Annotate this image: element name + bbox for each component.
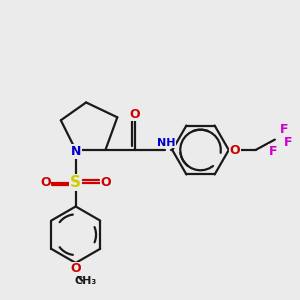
Text: N: N (70, 145, 81, 158)
Text: O: O (230, 143, 240, 157)
Text: O: O (130, 108, 140, 121)
Text: S: S (70, 175, 81, 190)
Text: O: O (70, 262, 81, 275)
Text: F: F (280, 123, 288, 136)
Text: NH: NH (157, 138, 176, 148)
Text: F: F (269, 145, 278, 158)
Text: O: O (101, 176, 111, 189)
Text: F: F (284, 136, 292, 149)
Text: CH₃: CH₃ (75, 276, 97, 286)
Text: O: O (40, 176, 51, 189)
